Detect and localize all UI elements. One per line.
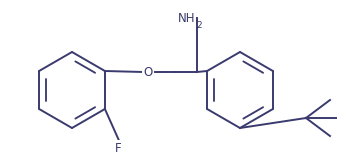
Text: NH: NH <box>178 11 195 25</box>
Text: 2: 2 <box>196 21 202 30</box>
Text: F: F <box>115 141 121 155</box>
Text: O: O <box>143 66 152 79</box>
